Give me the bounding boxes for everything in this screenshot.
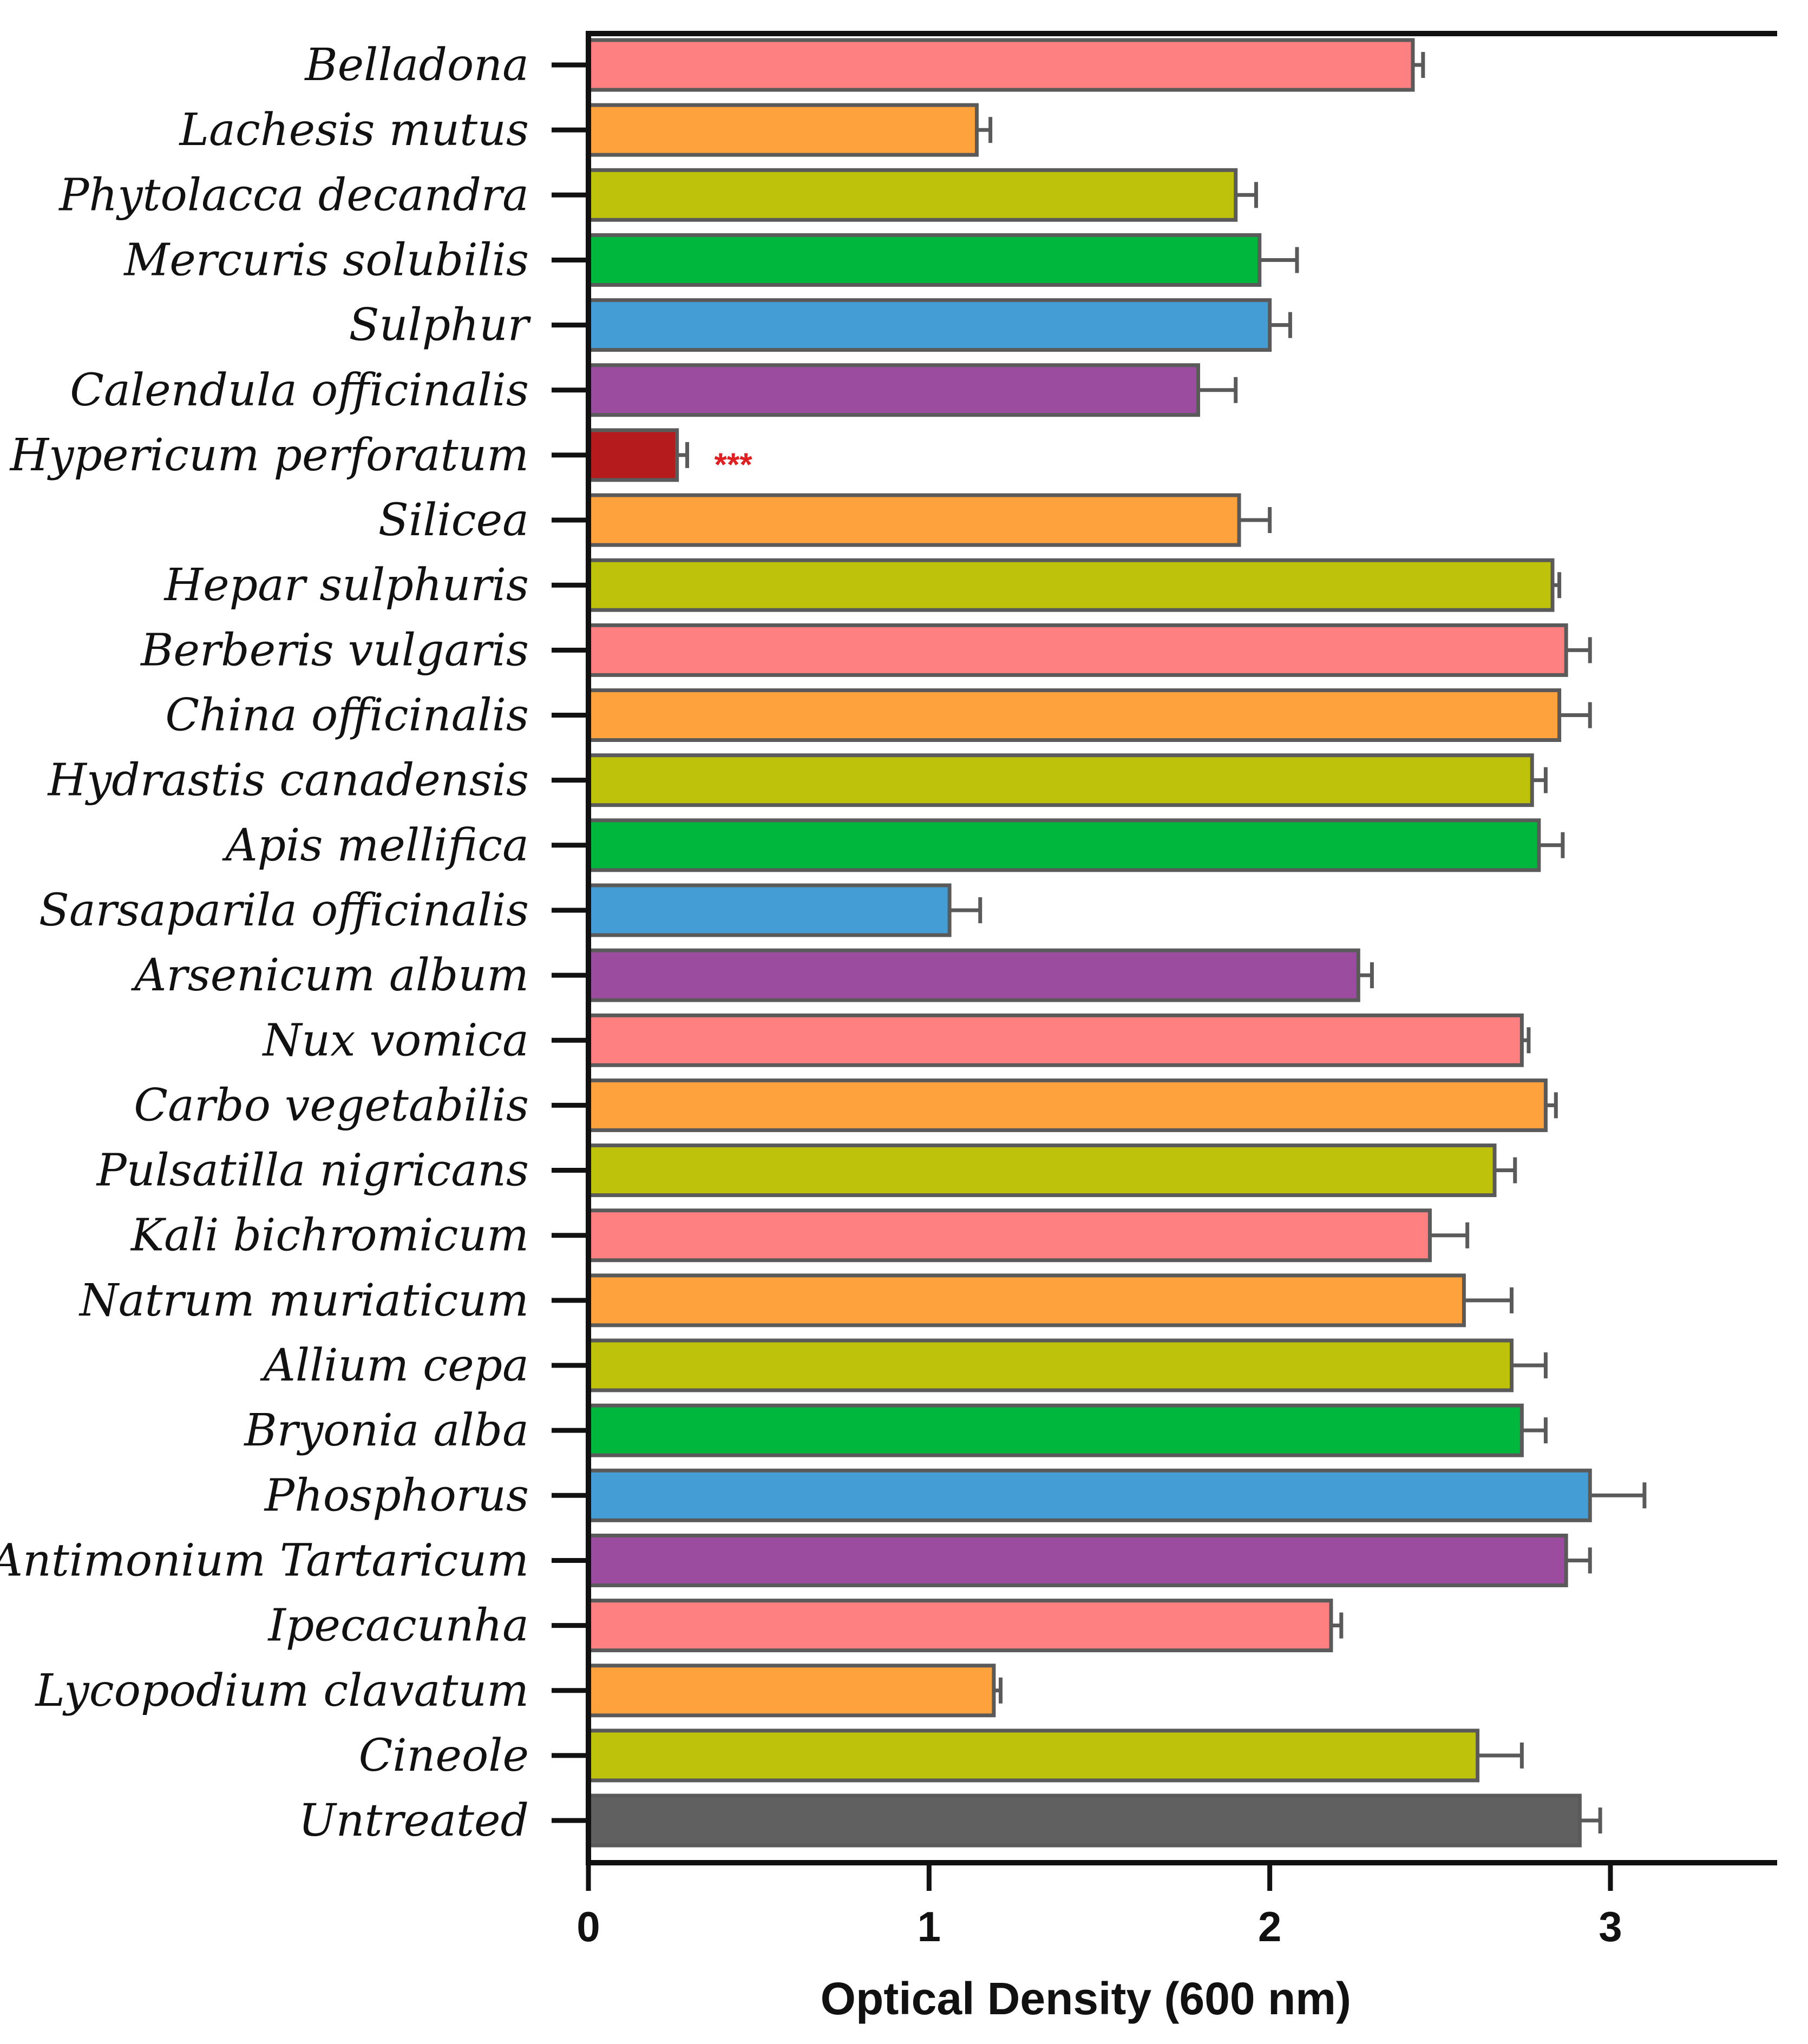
category-label: Arsenicum album [130, 950, 529, 1001]
x-tick-label: 2 [1258, 1903, 1281, 1950]
category-label: China officinalis [165, 690, 529, 741]
bar-3 [586, 168, 1238, 222]
x-axis-title: Optical Density (600 nm) [821, 1973, 1351, 2024]
bar-18 [586, 1143, 1497, 1198]
category-label: Hydrastis canadensis [47, 755, 529, 806]
category-label: Antimonium Tartaricum [0, 1535, 529, 1586]
category-label: Berberis vulgaris [140, 625, 529, 676]
bar-8 [586, 493, 1241, 547]
bar-21 [586, 1338, 1514, 1392]
category-label: Cineole [359, 1730, 529, 1782]
category-label: Belladona [304, 40, 529, 91]
bar-15 [586, 948, 1360, 1002]
bar-5 [586, 298, 1272, 352]
bar-27 [586, 1728, 1480, 1783]
x-tick-label: 1 [918, 1903, 941, 1950]
category-label: Mercuris solubilis [123, 234, 529, 286]
category-label: Sulphur [349, 300, 531, 351]
category-label: Bryonia alba [243, 1405, 529, 1456]
category-label: Silicea [378, 495, 529, 546]
category-label: Lachesis mutus [179, 104, 529, 156]
category-label: Apis mellifica [221, 820, 529, 871]
bar-6 [586, 363, 1201, 417]
category-label: Sarsaparila officinalis [39, 885, 529, 936]
category-label: Nux vomica [262, 1015, 529, 1066]
category-label: Hypericum perforatum [9, 430, 529, 481]
x-tick-label: 3 [1599, 1903, 1622, 1950]
bar-11 [586, 688, 1562, 742]
bar-1 [586, 38, 1415, 92]
bar-20 [586, 1273, 1466, 1327]
category-label: Allium cepa [260, 1340, 529, 1391]
bar-16 [586, 1013, 1524, 1067]
bar-14 [586, 883, 952, 937]
category-label: Phosphorus [264, 1470, 529, 1521]
category-label: Untreated [299, 1795, 529, 1846]
bar-7 [586, 428, 679, 482]
category-label: Natrum muriaticum [78, 1275, 529, 1326]
bar-24 [586, 1533, 1568, 1587]
category-label: Pulsatilla nigricans [96, 1145, 529, 1197]
bar-2 [586, 103, 979, 157]
category-label: Hepar sulphuris [163, 560, 529, 611]
bar-25 [586, 1599, 1333, 1653]
category-label: Kali bichromicum [130, 1210, 529, 1261]
bar-23 [586, 1468, 1592, 1522]
bar-4 [586, 233, 1262, 287]
category-label: Carbo vegetabilis [134, 1080, 529, 1131]
significance-annotation: *** [715, 446, 753, 483]
bar-13 [586, 818, 1541, 872]
bar-17 [586, 1078, 1548, 1132]
x-tick-label: 0 [577, 1903, 600, 1950]
category-label: Calendula officinalis [70, 365, 529, 416]
bar-22 [586, 1403, 1524, 1457]
category-label: Phytolacca decandra [58, 169, 529, 221]
bar-12 [586, 753, 1534, 807]
category-label: Ipecacunha [267, 1600, 529, 1652]
bar-10 [586, 623, 1568, 677]
bar-26 [586, 1664, 996, 1718]
category-label: Lycopodium clavatum [34, 1665, 529, 1717]
bar-19 [586, 1208, 1432, 1263]
bar-9 [586, 558, 1555, 612]
bar-28 [586, 1793, 1582, 1848]
